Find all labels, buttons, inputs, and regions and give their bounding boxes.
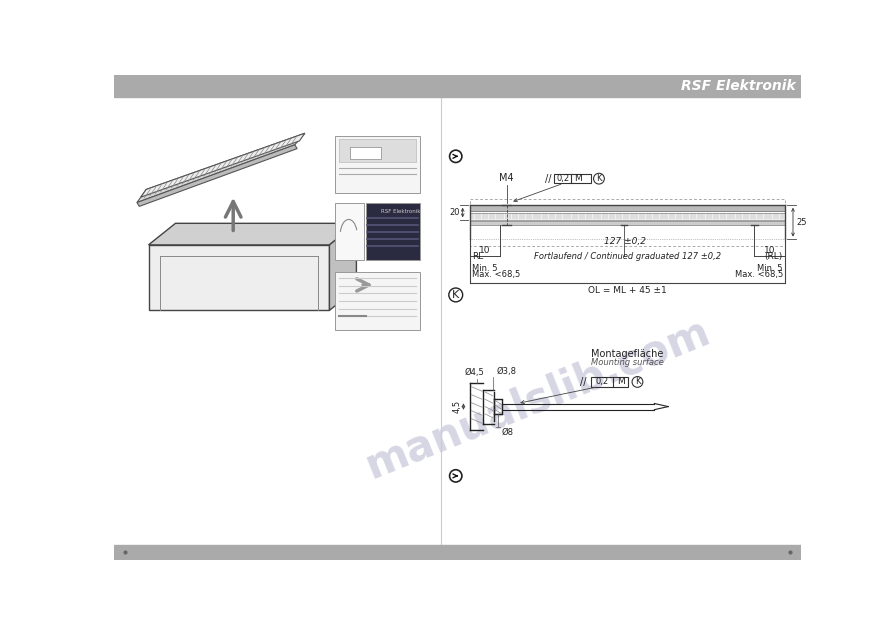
Bar (335, 135, 420, 193)
Text: 25: 25 (797, 218, 807, 226)
Text: RSF Elektronik: RSF Elektronik (381, 209, 421, 214)
Polygon shape (330, 223, 356, 310)
Text: 127 ±0,2: 127 ±0,2 (605, 237, 647, 246)
Circle shape (449, 150, 462, 162)
Text: M: M (617, 377, 624, 386)
Polygon shape (137, 133, 305, 203)
Bar (350, 147, 381, 159)
Bar (470, 213, 785, 220)
Bar (470, 199, 785, 246)
Polygon shape (148, 223, 356, 245)
Bar (338, 140, 416, 162)
Text: M: M (574, 174, 582, 183)
Text: Ø8: Ø8 (502, 428, 514, 437)
Text: 0,2: 0,2 (556, 174, 570, 183)
Text: Ø4,5: Ø4,5 (465, 369, 485, 377)
Text: 10: 10 (764, 246, 776, 255)
Text: manualslib.com: manualslib.com (359, 310, 716, 487)
Text: Max. <68,5: Max. <68,5 (472, 270, 520, 279)
Bar (148, 245, 330, 310)
Text: (RL): (RL) (764, 252, 783, 261)
Bar (591, 377, 628, 387)
Text: K: K (452, 290, 459, 300)
Text: 0,2: 0,2 (596, 377, 609, 386)
Text: 4,5: 4,5 (453, 400, 462, 413)
Text: Montagefläche: Montagefläche (591, 349, 663, 359)
Text: Min. 5: Min. 5 (757, 264, 783, 273)
Bar (114, 545, 802, 560)
Text: Ø3,8: Ø3,8 (497, 367, 516, 376)
Text: //: // (580, 377, 587, 387)
Text: 20: 20 (449, 208, 460, 217)
Bar (365, 203, 420, 260)
Text: Fortlaufend / Continued graduated 127 ±0,2: Fortlaufend / Continued graduated 127 ±0… (534, 252, 721, 261)
Bar (335, 203, 364, 260)
Text: 10: 10 (480, 246, 491, 255)
Text: RSF Elektronik: RSF Elektronik (680, 79, 796, 93)
Bar (335, 272, 420, 330)
Bar (470, 221, 785, 225)
Text: Max. <68,5: Max. <68,5 (735, 270, 783, 279)
Text: Mounting surface: Mounting surface (591, 359, 664, 367)
Text: //: // (545, 174, 552, 184)
Polygon shape (137, 145, 297, 206)
Circle shape (449, 470, 462, 482)
Bar (114, 75, 802, 97)
Text: M4: M4 (499, 173, 513, 183)
Text: K: K (597, 174, 602, 183)
Text: OL = ML + 45 ±1: OL = ML + 45 ±1 (588, 286, 667, 295)
Text: K: K (635, 377, 640, 386)
Bar (555, 174, 591, 183)
Bar (470, 205, 785, 211)
Text: RL: RL (472, 252, 483, 261)
Polygon shape (141, 133, 305, 197)
Text: Min. 5: Min. 5 (472, 264, 497, 273)
